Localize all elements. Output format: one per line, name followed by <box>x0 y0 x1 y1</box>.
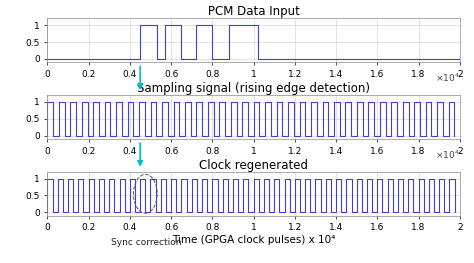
X-axis label: Time (GPGA clock pulses) x 10⁴: Time (GPGA clock pulses) x 10⁴ <box>172 235 335 245</box>
Text: $\times\mathregular{10^4}$: $\times\mathregular{10^4}$ <box>435 72 460 84</box>
Title: Clock regenerated: Clock regenerated <box>199 159 308 172</box>
Title: PCM Data Input: PCM Data Input <box>208 6 300 18</box>
Title: Sampling signal (rising edge detection): Sampling signal (rising edge detection) <box>137 82 370 95</box>
Text: $\times\mathregular{10^4}$: $\times\mathregular{10^4}$ <box>435 149 460 161</box>
Text: Sync correction: Sync correction <box>111 239 182 247</box>
